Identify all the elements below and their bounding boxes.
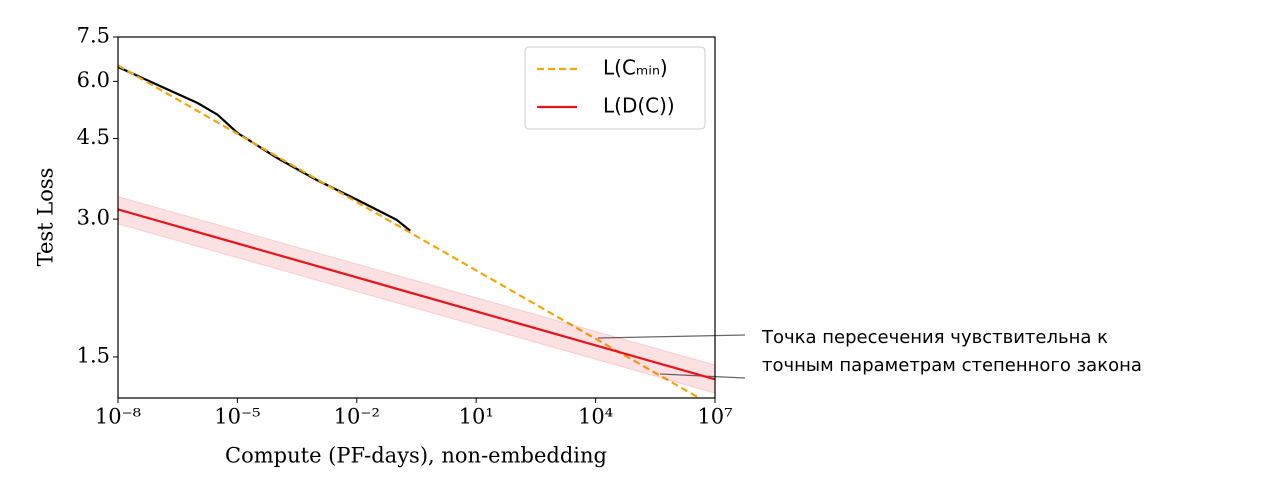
y-tick-label: 3.0 — [77, 206, 110, 230]
annotation-text: Точка пересечения чувствительна к — [761, 327, 1108, 348]
annotation-pointer — [597, 334, 746, 339]
plot-frame — [117, 36, 716, 399]
y-tick-label: 4.5 — [77, 125, 110, 149]
x-axis-label: Compute (PF-days), non-embedding — [225, 444, 607, 468]
x-tick-label: 10⁷ — [697, 405, 732, 429]
legend-label: L(Cₘᵢₙ) — [603, 56, 668, 80]
y-axis-label: Test Loss — [34, 168, 58, 267]
x-tick-label: 10⁻⁸ — [95, 405, 141, 429]
annotation-text: точным параметрам степенного закона — [762, 355, 1142, 376]
y-tick-label: 1.5 — [77, 343, 110, 367]
x-tick-label: 10⁴ — [578, 405, 613, 429]
x-tick-label: 10⁻² — [334, 405, 380, 429]
y-tick-label: 6.0 — [77, 68, 110, 92]
legend-box — [524, 46, 706, 130]
series-line — [117, 64, 700, 399]
x-tick-label: 10¹ — [459, 405, 494, 429]
x-tick-label: 10⁻⁵ — [214, 405, 260, 429]
legend-label: L(D(C)) — [603, 94, 675, 118]
y-tick-label: 7.5 — [77, 24, 110, 48]
series-line — [117, 208, 716, 381]
